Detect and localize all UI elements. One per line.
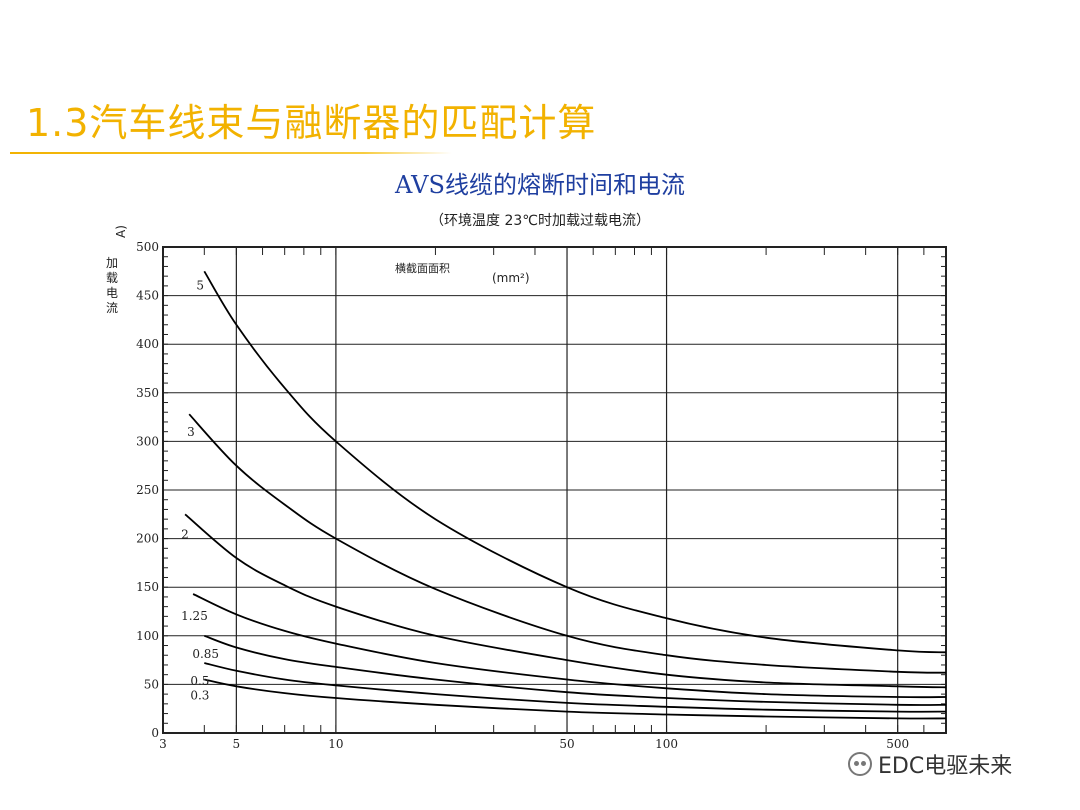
x-tick-label: 10 <box>328 737 343 751</box>
y-tick-label: 250 <box>136 483 159 497</box>
series-label-0.5: 0.5 <box>190 674 209 688</box>
y-tick-label: 0 <box>151 726 159 740</box>
y-tick-label: 100 <box>136 629 159 643</box>
y-tick-label: 50 <box>144 677 159 691</box>
x-tick-label: 50 <box>559 737 574 751</box>
series-line-3 <box>188 413 947 674</box>
slide-title: 1.3汽车线束与融断器的匹配计算 <box>26 101 597 145</box>
x-tick-label: 100 <box>655 737 678 751</box>
wechat-icon <box>848 752 872 776</box>
legend-title: 横截面面积 <box>395 261 450 275</box>
series-label-0.3: 0.3 <box>190 689 209 703</box>
series-line-0.85 <box>204 634 947 706</box>
y-tick-label: 400 <box>136 337 159 351</box>
chart-labels: 5 3 2 1.25 0.85 0.50.3 <box>181 278 219 702</box>
series-label-5: 5 <box>196 278 204 292</box>
legend-unit: (mm²) <box>492 271 530 285</box>
watermark-text: EDC电驱未来 <box>878 754 1013 779</box>
series-line-0.3 <box>204 678 947 720</box>
series-line-5 <box>203 270 947 654</box>
series-label-2: 2 <box>181 527 189 541</box>
y-axis-label: 加载电流 <box>105 256 118 315</box>
chart-grid <box>162 246 947 734</box>
series-line-2 <box>184 513 947 689</box>
series-label-3: 3 <box>187 425 195 439</box>
x-tick-label: 5 <box>233 737 241 751</box>
y-tick-label: 350 <box>136 386 159 400</box>
y-tick-label: 450 <box>136 289 159 303</box>
title-underline <box>10 152 452 154</box>
series-label-0.85: 0.85 <box>192 647 219 661</box>
y-tick-label: 150 <box>136 580 159 594</box>
watermark: EDC电驱未来 <box>848 748 1012 780</box>
series-line-0.5 <box>204 662 947 713</box>
chart-ticks: 0 50 100 150 200 250 300 350 400 450 500 3 5 10 50 100 5… <box>136 240 947 751</box>
x-tick-label: 500 <box>886 737 909 751</box>
chart-subtitle: （环境温度 23℃时加载过载电流） <box>430 213 650 229</box>
chart-series <box>184 270 947 720</box>
x-tick-label: 3 <box>159 737 167 751</box>
y-tick-label: 500 <box>136 240 159 254</box>
series-label-1.25: 1.25 <box>181 609 208 623</box>
series-line-1.25 <box>192 593 947 699</box>
y-tick-label: 200 <box>136 532 159 546</box>
y-tick-label: 300 <box>136 434 159 448</box>
chart-title: AVS线缆的熔断时间和电流 <box>395 171 685 199</box>
